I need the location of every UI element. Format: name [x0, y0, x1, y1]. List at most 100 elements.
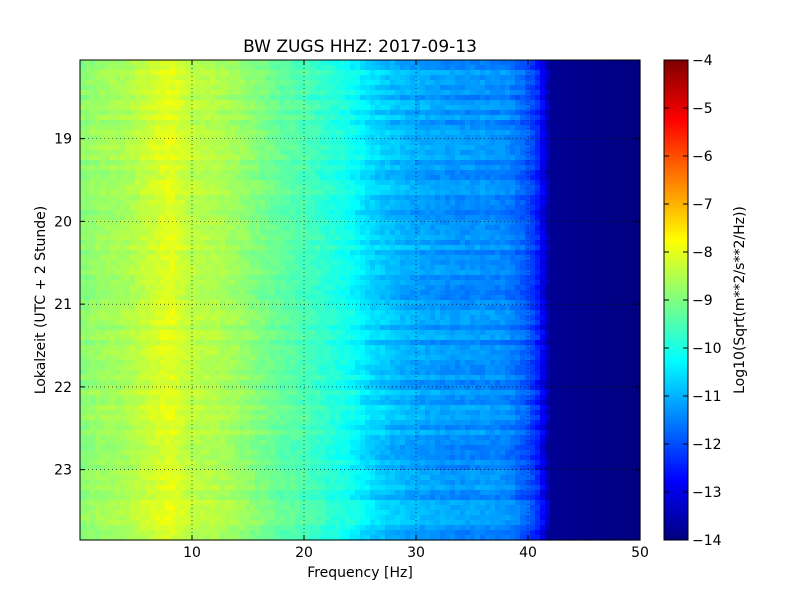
heatmap-cell — [575, 225, 581, 231]
heatmap-cell — [590, 130, 596, 136]
heatmap-cell — [535, 100, 541, 106]
heatmap-cell — [310, 145, 316, 151]
heatmap-cell — [230, 155, 236, 161]
heatmap-cell — [450, 250, 456, 256]
heatmap-cell — [80, 225, 86, 231]
heatmap-cell — [350, 245, 356, 251]
heatmap-cell — [390, 205, 396, 211]
heatmap-cell — [580, 255, 586, 261]
heatmap-cell — [410, 180, 416, 186]
heatmap-cell — [505, 165, 511, 171]
heatmap-cell — [320, 210, 326, 216]
heatmap-cell — [485, 100, 491, 106]
heatmap-cell — [155, 110, 161, 116]
heatmap-cell — [600, 230, 606, 236]
heatmap-cell — [490, 85, 496, 91]
heatmap-cell — [180, 270, 186, 276]
heatmap-cell — [510, 175, 516, 181]
heatmap-cell — [260, 275, 266, 281]
heatmap-cell — [475, 260, 481, 266]
heatmap-cell — [380, 235, 386, 241]
heatmap-cell — [355, 230, 361, 236]
heatmap-cell — [215, 140, 221, 146]
heatmap-cell — [220, 100, 226, 106]
heatmap-cell — [385, 230, 391, 236]
heatmap-cell — [480, 75, 486, 81]
heatmap-cell — [335, 100, 341, 106]
heatmap-cell — [240, 260, 246, 266]
heatmap-cell — [420, 245, 426, 251]
heatmap-cell — [320, 60, 326, 66]
heatmap-cell — [375, 280, 381, 286]
heatmap-cell — [115, 135, 121, 141]
heatmap-cell — [490, 145, 496, 151]
heatmap-cell — [410, 165, 416, 171]
heatmap-cell — [185, 260, 191, 266]
heatmap-cell — [320, 275, 326, 281]
heatmap-cell — [430, 275, 436, 281]
heatmap-cell — [520, 105, 526, 111]
heatmap-cell — [385, 75, 391, 81]
heatmap-cell — [340, 60, 346, 66]
heatmap-cell — [495, 145, 501, 151]
heatmap-cell — [570, 170, 576, 176]
heatmap-cell — [580, 130, 586, 136]
heatmap-cell — [425, 75, 431, 81]
heatmap-cell — [235, 95, 241, 101]
heatmap-cell — [240, 110, 246, 116]
heatmap-cell — [225, 280, 231, 286]
heatmap-cell — [105, 280, 111, 286]
heatmap-cell — [325, 205, 331, 211]
heatmap-cell — [555, 90, 561, 96]
heatmap-cell — [305, 240, 311, 246]
heatmap-cell — [80, 180, 86, 186]
heatmap-cell — [295, 75, 301, 81]
heatmap-cell — [130, 175, 136, 181]
heatmap-cell — [245, 260, 251, 266]
heatmap-cell — [395, 240, 401, 246]
heatmap-cell — [210, 205, 216, 211]
heatmap-cell — [515, 200, 521, 206]
heatmap-cell — [125, 165, 131, 171]
heatmap-cell — [495, 180, 501, 186]
heatmap-cell — [265, 255, 271, 261]
heatmap-cell — [460, 225, 466, 231]
heatmap-cell — [280, 135, 286, 141]
heatmap-cell — [510, 245, 516, 251]
heatmap-cell — [220, 60, 226, 66]
heatmap-cell — [140, 95, 146, 101]
heatmap-cell — [105, 220, 111, 226]
heatmap-cell — [575, 120, 581, 126]
heatmap-cell — [150, 125, 156, 131]
heatmap-cell — [325, 240, 331, 246]
heatmap-cell — [430, 165, 436, 171]
heatmap-cell — [80, 75, 86, 81]
heatmap-cell — [460, 190, 466, 196]
heatmap-cell — [175, 270, 181, 276]
heatmap-cell — [505, 145, 511, 151]
heatmap-cell — [110, 150, 116, 156]
heatmap-cell — [235, 110, 241, 116]
heatmap-cell — [220, 180, 226, 186]
heatmap-cell — [430, 95, 436, 101]
heatmap-cell — [595, 235, 601, 241]
heatmap-cell — [570, 115, 576, 121]
heatmap-cell — [85, 220, 91, 226]
heatmap-cell — [280, 100, 286, 106]
heatmap-cell — [100, 170, 106, 176]
heatmap-cell — [410, 200, 416, 206]
heatmap-cell — [380, 255, 386, 261]
heatmap-cell — [510, 145, 516, 151]
heatmap-cell — [310, 70, 316, 76]
heatmap-cell — [145, 155, 151, 161]
heatmap-cell — [385, 210, 391, 216]
heatmap-cell — [155, 105, 161, 111]
heatmap-cell — [520, 210, 526, 216]
heatmap-cell — [150, 280, 156, 286]
heatmap-cell — [230, 215, 236, 221]
heatmap-cell — [155, 165, 161, 171]
heatmap-cell — [610, 125, 616, 131]
heatmap-cell — [225, 220, 231, 226]
heatmap-cell — [315, 275, 321, 281]
heatmap-cell — [420, 170, 426, 176]
